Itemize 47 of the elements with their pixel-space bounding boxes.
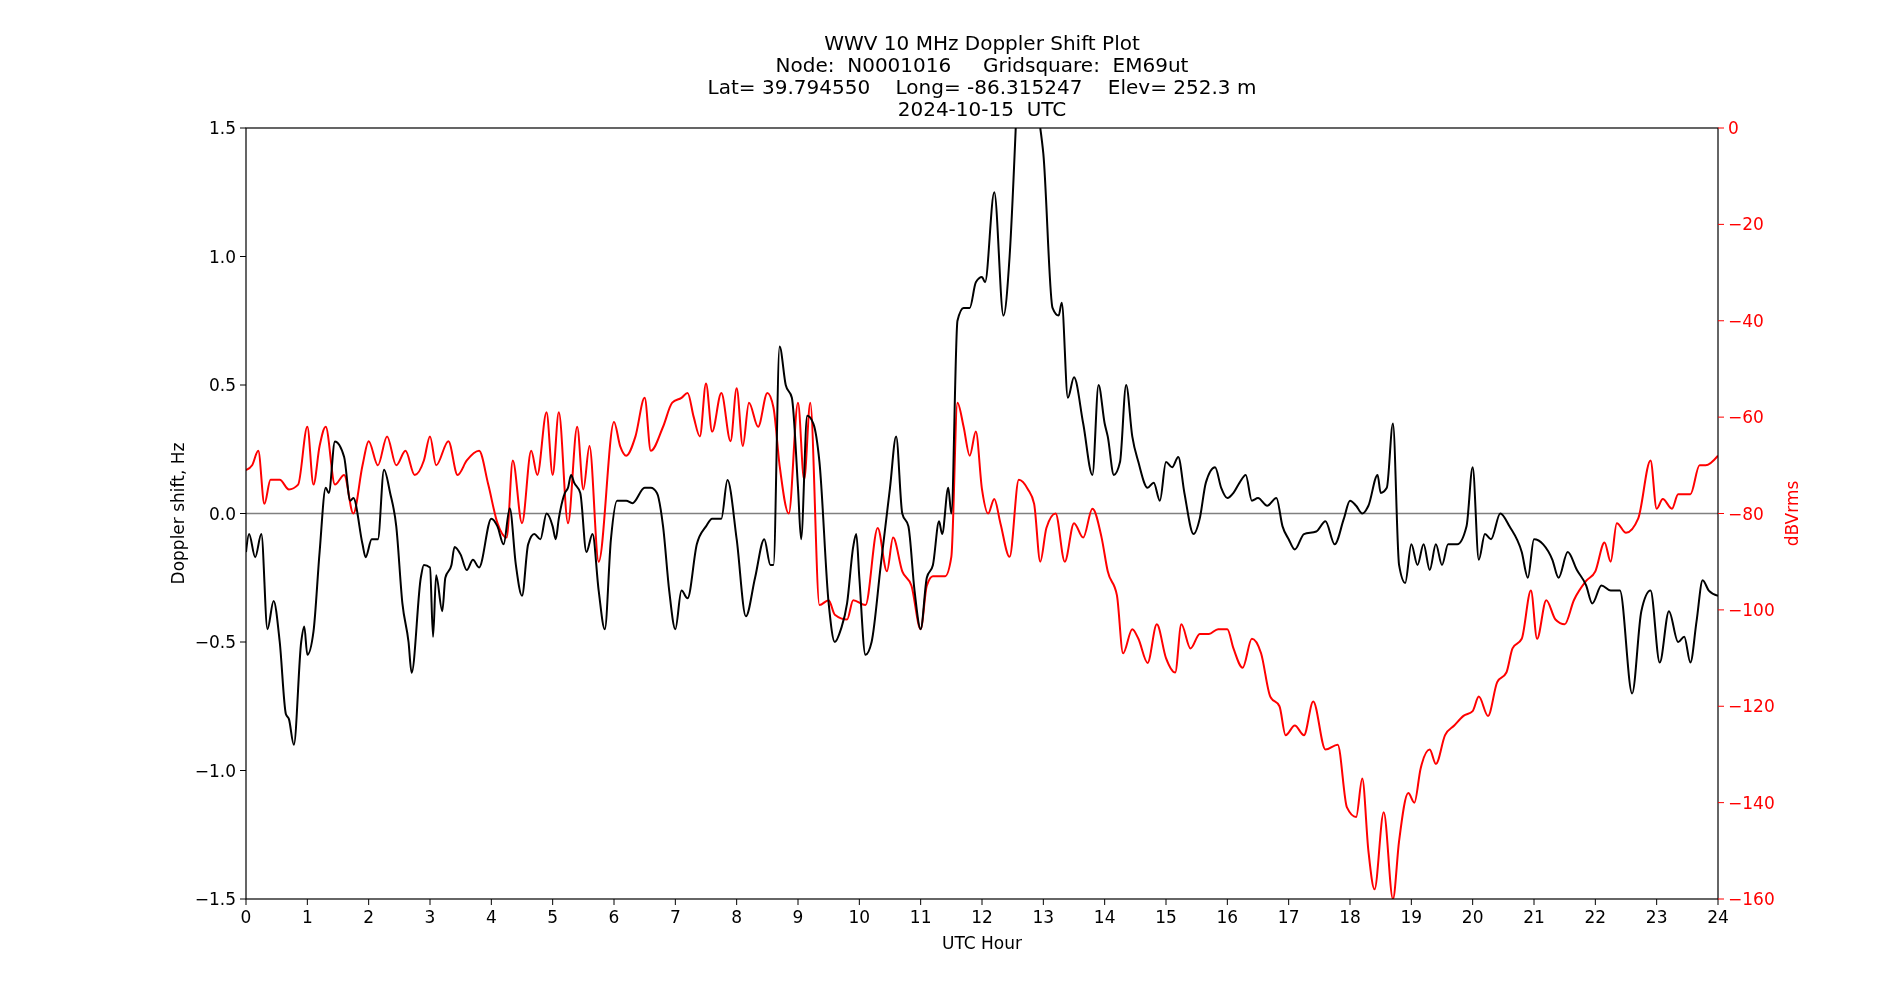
x-tick-label: 22 <box>1584 907 1607 927</box>
x-tick-label: 13 <box>1032 907 1055 927</box>
y2-tick-label: −140 <box>1728 792 1775 813</box>
y2-tick-label: −40 <box>1728 310 1764 331</box>
x-tick-label: 11 <box>909 907 932 927</box>
x-tick-label: 15 <box>1155 907 1177 927</box>
line-series <box>246 382 1718 899</box>
x-tick-label: 7 <box>669 907 681 927</box>
x-tick-label: 20 <box>1461 907 1484 927</box>
y-tick-label: 1.5 <box>208 118 236 138</box>
x-tick-label: 3 <box>424 907 436 927</box>
x-tick-label: 6 <box>608 907 620 927</box>
x-tick-label: 10 <box>848 907 871 927</box>
x-tick-label: 14 <box>1093 907 1116 927</box>
x-tick-label: 16 <box>1216 907 1239 927</box>
x-tick-label: 1 <box>301 907 313 927</box>
y2-axis-title: dBVrms <box>1782 480 1802 547</box>
y-tick-label: −1.0 <box>194 760 236 781</box>
y2-tick-label: −80 <box>1728 503 1764 524</box>
x-tick-label: 0 <box>240 907 252 927</box>
x-tick-label: 19 <box>1400 907 1423 927</box>
x-tick-label: 21 <box>1523 907 1545 927</box>
y-tick-label: 0.5 <box>208 375 236 395</box>
x-tick-label: 17 <box>1277 907 1300 927</box>
x-tick-label: 18 <box>1339 907 1361 927</box>
y-tick-label: 1.0 <box>208 246 236 267</box>
y-tick-label: −0.5 <box>194 632 236 652</box>
x-tick-label: 2 <box>363 907 375 927</box>
x-tick-label: 5 <box>547 907 559 927</box>
x-tick-label: 4 <box>485 907 497 927</box>
y2-tick-label: −60 <box>1728 407 1764 428</box>
y2-tick-label: −100 <box>1728 599 1775 620</box>
chart-subtitle: Node: N0001016 Gridsquare: EM69ut Lat= 39.794550 Long= -86.315247 Elev= 252.3 m 2024-10-15 UTC <box>707 53 1257 121</box>
y2-tick-label: −20 <box>1728 214 1764 235</box>
y2-tick-label: −120 <box>1728 696 1775 717</box>
y2-tick-label: −160 <box>1728 889 1775 909</box>
x-tick-label: 23 <box>1645 907 1668 927</box>
y2-tick-label: 0 <box>1728 118 1739 138</box>
x-tick-label: 24 <box>1707 907 1729 927</box>
x-tick-label: 8 <box>731 907 743 927</box>
x-tick-label: 9 <box>792 907 804 927</box>
chart-title: WWV 10 MHz Doppler Shift Plot <box>824 31 1140 55</box>
y-axis-title: Doppler shift, Hz <box>168 442 188 585</box>
x-tick-label: 12 <box>971 907 993 927</box>
y-tick-label: 0.0 <box>208 503 236 524</box>
x-axis-title: UTC Hour <box>941 933 1023 953</box>
y-tick-label: −1.5 <box>194 889 236 909</box>
